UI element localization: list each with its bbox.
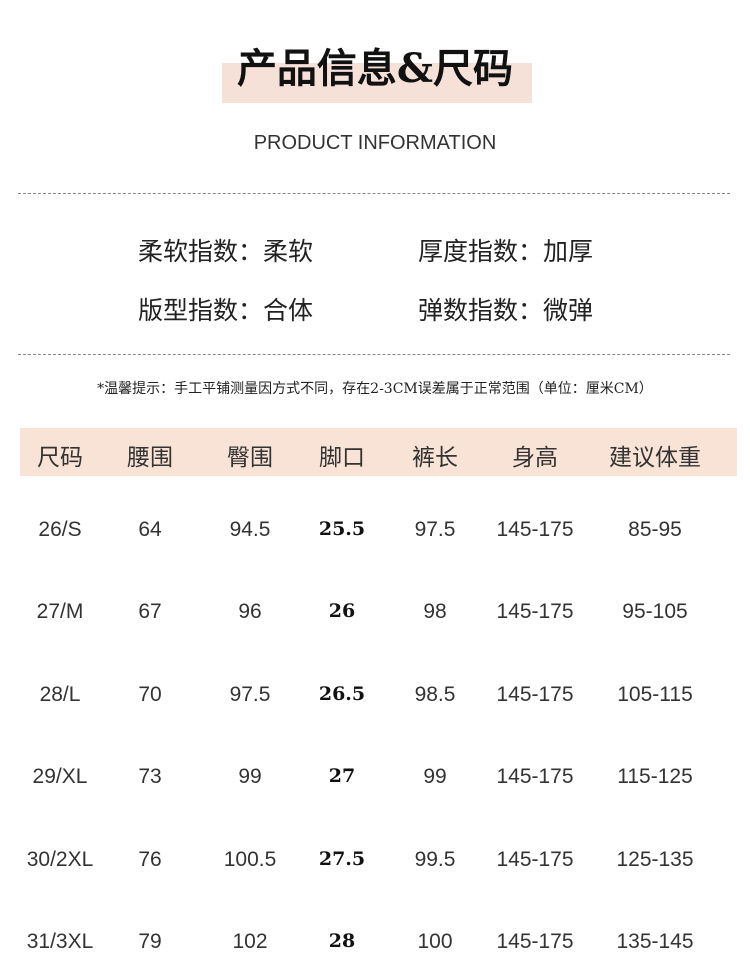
table-cell: 115-125 xyxy=(617,765,693,789)
table-cell: 100 xyxy=(417,930,453,953)
table-header-cell: 裤长 xyxy=(412,445,458,471)
table-header-cell: 臀围 xyxy=(227,445,273,471)
table-cell: 27.5 xyxy=(318,847,366,870)
table-cell: 145-175 xyxy=(496,518,574,541)
table-cell: 27 xyxy=(328,765,356,788)
table-cell: 64 xyxy=(138,518,162,541)
attr-fit: 版型指数：合体 xyxy=(138,291,313,327)
table-cell: 125-135 xyxy=(616,847,694,871)
table-cell: 94.5 xyxy=(229,518,271,541)
attr-value: 微弹 xyxy=(543,296,594,325)
table-cell: 145-175 xyxy=(496,600,574,624)
table-cell: 99.5 xyxy=(414,847,456,871)
title-highlight xyxy=(222,63,532,103)
table-cell: 145-175 xyxy=(496,847,574,871)
table-cell: 29/XL xyxy=(32,765,88,789)
table-cell: 97.5 xyxy=(414,518,456,541)
attr-softness: 柔软指数：柔软 xyxy=(138,232,313,268)
attr-label: 柔软指数： xyxy=(138,237,264,266)
table-cell: 76 xyxy=(138,847,162,871)
table-cell: 96 xyxy=(238,600,262,624)
table-cell: 145-175 xyxy=(496,765,574,789)
table-cell: 28 xyxy=(328,930,356,952)
table-cell: 105-115 xyxy=(617,682,693,706)
divider xyxy=(18,193,730,194)
table-cell: 100.5 xyxy=(223,847,277,871)
table-cell: 31/3XL xyxy=(26,930,94,953)
attr-value: 加厚 xyxy=(543,237,594,266)
page-subtitle: PRODUCT INFORMATION xyxy=(253,132,497,154)
table-cell: 99 xyxy=(238,765,262,789)
table-cell: 79 xyxy=(138,930,162,953)
table-cell: 95-105 xyxy=(622,600,688,624)
page-title: 产品信息&尺码 xyxy=(236,45,514,92)
table-cell: 97.5 xyxy=(229,682,271,706)
table-cell: 73 xyxy=(138,765,162,789)
table-cell: 67 xyxy=(138,600,162,624)
table-cell: 27/M xyxy=(36,600,84,624)
attr-label: 厚度指数： xyxy=(418,237,544,266)
attr-stretch: 弹数指数：微弹 xyxy=(418,291,593,327)
table-cell: 25.5 xyxy=(318,518,366,540)
table-cell: 145-175 xyxy=(496,682,574,706)
table-cell: 26.5 xyxy=(318,682,366,705)
table-cell: 28/L xyxy=(39,682,81,706)
table-cell: 70 xyxy=(138,682,162,706)
attr-label: 版型指数： xyxy=(138,296,264,325)
measurement-note: *温馨提示：手工平铺测量因方式不同，存在2-3CM误差属于正常范围（单位：厘米C… xyxy=(97,381,653,397)
table-cell: 85-95 xyxy=(628,518,682,541)
table-header-cell: 身高 xyxy=(512,445,558,471)
attr-thickness: 厚度指数：加厚 xyxy=(418,232,593,268)
table-header-cell: 建议体重 xyxy=(609,445,701,471)
attr-label: 弹数指数： xyxy=(418,296,544,325)
table-cell: 26/S xyxy=(38,518,82,541)
divider xyxy=(18,354,730,355)
table-cell: 26 xyxy=(328,600,356,623)
table-cell: 98 xyxy=(423,600,447,624)
table-header-cell: 尺码 xyxy=(37,445,83,471)
attr-value: 合体 xyxy=(263,296,314,325)
table-cell: 30/2XL xyxy=(26,847,94,871)
table-header-cell: 腰围 xyxy=(127,445,173,471)
table-header-cell: 脚口 xyxy=(319,445,365,471)
attr-value: 柔软 xyxy=(263,237,314,266)
table-cell: 99 xyxy=(423,765,447,789)
table-cell: 145-175 xyxy=(496,930,574,953)
table-header-bg xyxy=(20,428,737,476)
table-cell: 135-145 xyxy=(616,930,694,953)
table-cell: 98.5 xyxy=(414,682,456,706)
table-cell: 102 xyxy=(232,930,268,953)
